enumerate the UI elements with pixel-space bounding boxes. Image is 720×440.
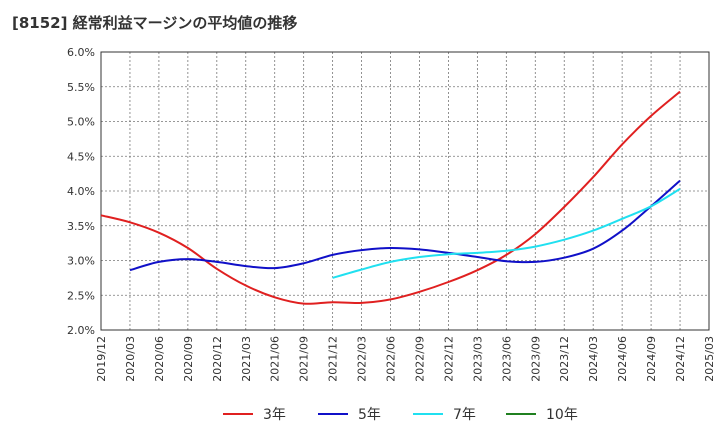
x-tick-label: 2024/06 [616, 336, 629, 382]
y-tick-label: 6.0% [67, 46, 95, 59]
x-tick-label: 2022/12 [442, 336, 455, 382]
series-line-3年 [100, 90, 681, 305]
x-axis-tick-labels: 2019/12 2020/03 2020/06 2020/09 2020/12 2021/… [95, 336, 716, 382]
x-tick-label: 2023/03 [471, 336, 484, 382]
series-line-7年 [332, 188, 681, 279]
y-axis-tick-labels: 2.0% 2.5% 3.0% 3.5% 4.0% 4.5% 5.0% 5.5% 6.0% [67, 46, 95, 337]
x-tick-label: 2025/03 [703, 336, 716, 382]
y-tick-label: 5.5% [67, 81, 95, 94]
x-tick-label: 2021/03 [240, 336, 253, 382]
series-lines [100, 90, 681, 305]
plot-frame [100, 51, 710, 331]
x-tick-label: 2020/09 [182, 336, 195, 382]
x-tick-label: 2019/12 [95, 336, 108, 382]
x-tick-label: 2023/09 [529, 336, 542, 382]
x-tick-label: 2020/03 [124, 336, 137, 382]
y-tick-label: 3.0% [67, 255, 95, 268]
x-tick-label: 2022/03 [356, 336, 369, 382]
y-tick-label: 3.5% [67, 220, 95, 233]
y-tick-label: 5.0% [67, 116, 95, 129]
legend-label-5年: 5年 [358, 407, 381, 423]
series-line-5年 [129, 179, 681, 272]
y-tick-label: 2.5% [67, 289, 95, 302]
plot-area-border [100, 51, 710, 331]
legend-label-3年: 3年 [263, 407, 286, 423]
legend: 3年 5年 7年 10年 [223, 407, 578, 423]
x-tick-label: 2022/06 [385, 336, 398, 382]
x-tick-label: 2022/09 [413, 336, 426, 382]
x-tick-label: 2021/06 [269, 336, 282, 382]
x-tick-label: 2021/09 [298, 336, 311, 382]
x-tick-label: 2023/06 [500, 336, 513, 382]
chart-title: [8152] 経常利益マージンの平均値の推移 [12, 14, 298, 32]
legend-label-10年: 10年 [546, 407, 578, 423]
x-tick-label: 2024/12 [674, 336, 687, 382]
x-tick-label: 2024/03 [587, 336, 600, 382]
x-tick-label: 2020/06 [153, 336, 166, 382]
y-tick-label: 2.0% [67, 324, 95, 337]
grid-lines [101, 52, 709, 330]
x-tick-label: 2020/12 [211, 336, 224, 382]
y-tick-label: 4.5% [67, 150, 95, 163]
legend-label-7年: 7年 [453, 407, 476, 423]
x-tick-label: 2021/12 [327, 336, 340, 382]
y-tick-label: 4.0% [67, 185, 95, 198]
x-tick-label: 2024/09 [645, 336, 658, 382]
x-tick-label: 2023/12 [558, 336, 571, 382]
